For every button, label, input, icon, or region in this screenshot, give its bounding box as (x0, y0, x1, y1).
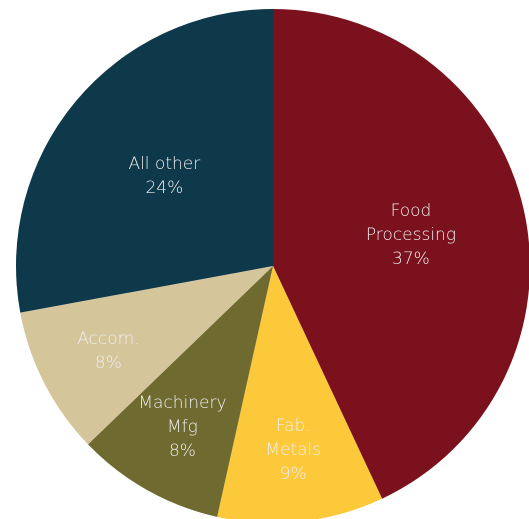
category-label: All other (128, 153, 201, 174)
category-label: Machinery Mfg (138, 393, 227, 438)
value-label: 37% (392, 249, 430, 270)
category-label: Accom. (77, 328, 140, 349)
pie-slice (87, 266, 274, 517)
pie-slice (273, 9, 529, 499)
value-label: 8% (168, 441, 196, 462)
pie-slice (20, 266, 273, 445)
pie-slice (15, 9, 273, 313)
value-label: 8% (94, 352, 122, 373)
pie-slice (217, 266, 383, 519)
value-label: 24% (145, 177, 184, 198)
slice-label: Fab. Metals 9% (248, 414, 338, 486)
slice-label: Accom. 8% (63, 327, 153, 375)
category-label: Food Processing (365, 201, 457, 246)
slice-label: All other 24% (99, 152, 229, 200)
slice-label: Food Processing 37% (346, 199, 476, 271)
value-label: 9% (279, 463, 307, 484)
category-label: Fab. Metals (265, 415, 322, 460)
slice-label: Machinery Mfg 8% (137, 391, 227, 463)
